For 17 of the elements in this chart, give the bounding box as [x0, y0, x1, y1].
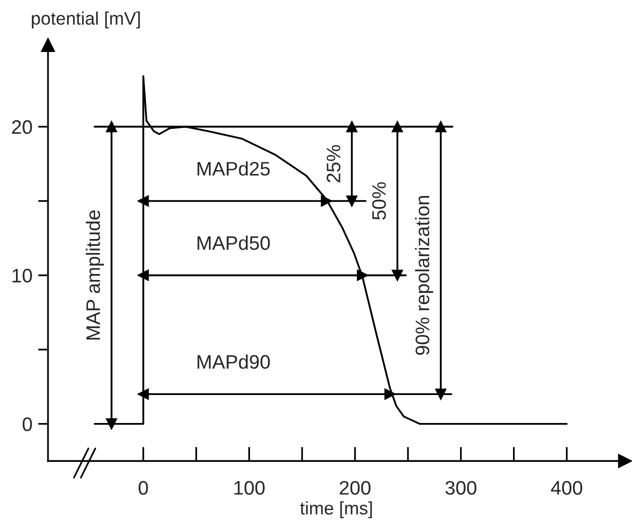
annotation: 25%	[326, 145, 340, 182]
annotation: MAPd50	[198, 236, 270, 250]
y-tick-label: 20	[12, 120, 32, 134]
x-tick-label: 0	[138, 480, 148, 495]
x-tick-label: 200	[340, 480, 370, 495]
x-axis-title: time [ms]	[300, 501, 372, 518]
y-axis-title: potential [mV]	[32, 12, 140, 28]
annotation: 50%	[372, 182, 386, 220]
y-tick-label: 10	[12, 268, 32, 283]
annotation: MAPd90	[198, 354, 270, 369]
x-tick-label: 400	[551, 480, 582, 495]
annotation: MAP amplitude	[86, 210, 104, 340]
annotation: 90% repolarization	[415, 196, 434, 355]
annotation: MAPd25	[198, 161, 270, 176]
y-tick-label: 0	[22, 417, 32, 432]
x-tick-label: 100	[234, 480, 265, 495]
x-tick-label: 300	[445, 480, 476, 495]
